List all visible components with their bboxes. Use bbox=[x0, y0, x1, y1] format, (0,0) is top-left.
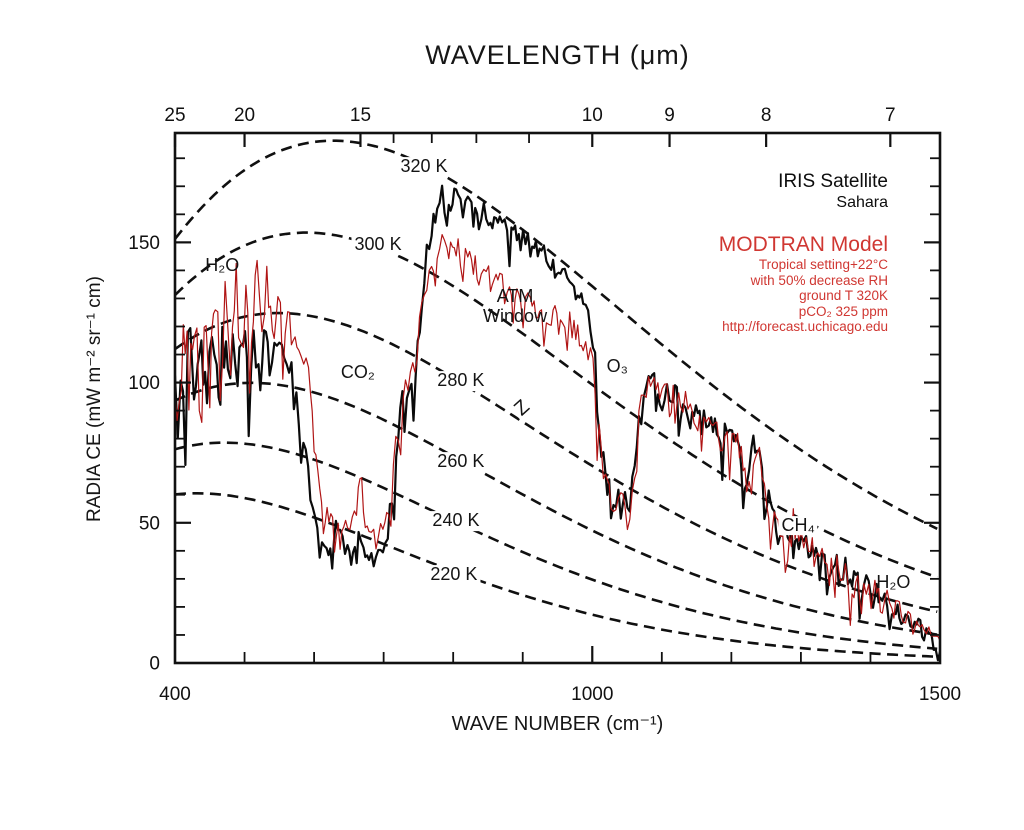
blackbody-280k-label: 280 K bbox=[434, 370, 488, 392]
tick-label: 100 bbox=[128, 373, 160, 394]
legend-iris-title: IRIS Satellite bbox=[778, 171, 888, 192]
tick-label: 9 bbox=[664, 105, 675, 126]
tick-label: 15 bbox=[350, 105, 371, 126]
co2-label: CO₂ bbox=[340, 361, 375, 382]
o3-label: O₃ bbox=[606, 356, 628, 377]
tick-label: 7 bbox=[885, 105, 896, 126]
blackbody-240k-label: 240 K bbox=[429, 511, 483, 532]
legend-modtran-line: with 50% decrease RH bbox=[750, 272, 888, 288]
blackbody-curve-320k bbox=[175, 139, 938, 530]
blackbody-curve-260k bbox=[175, 381, 938, 636]
tick-label: 8 bbox=[761, 105, 772, 126]
tick-label: 50 bbox=[139, 513, 160, 534]
legend-modtran-title: MODTRAN Model bbox=[718, 233, 888, 256]
tick-label: 1000 bbox=[571, 684, 613, 705]
legend-modtran-line: pCO₂ 325 ppm bbox=[798, 303, 888, 319]
legend-block: IRIS Satellite Sahara MODTRAN Model Trop… bbox=[719, 171, 888, 335]
blackbody-220k-label: 220 K bbox=[427, 564, 481, 585]
curves-group bbox=[175, 139, 940, 662]
blackbody-curve-220k bbox=[175, 492, 938, 658]
ch4-label: CH₄ bbox=[778, 515, 818, 536]
blackbody-260k-label: 260 K bbox=[434, 452, 488, 473]
blackbody-curve-240k bbox=[175, 441, 938, 651]
tick-label: 0 bbox=[149, 654, 160, 675]
modtran-spectrum-curve bbox=[175, 234, 940, 641]
tick-label: 400 bbox=[159, 684, 191, 705]
x-axis-label: WAVE NUMBER (cm⁻¹) bbox=[451, 713, 664, 735]
tick-label: 10 bbox=[582, 105, 603, 126]
legend-iris-subtitle: Sahara bbox=[836, 194, 888, 211]
iris-spectrum-curve bbox=[175, 184, 940, 662]
tick-label: 20 bbox=[234, 105, 255, 126]
tick-label: 1500 bbox=[919, 684, 961, 705]
tick-label: 25 bbox=[164, 105, 185, 126]
h2o-right-label: H₂O bbox=[876, 572, 911, 593]
blackbody-curve-280k bbox=[175, 311, 938, 613]
atm-window-label: ATM Window bbox=[483, 286, 548, 326]
blackbody-320k-label: 320 K bbox=[397, 156, 451, 177]
plot-frame bbox=[173, 131, 942, 665]
h2o-left-label: H₂O bbox=[205, 255, 240, 276]
legend-modtran-line: http://forecast.uchicago.edu bbox=[722, 319, 888, 335]
legend-modtran-line: ground T 320K bbox=[799, 288, 888, 304]
y-axis-label: RADIA CE (mW m⁻² sr⁻¹ cm) bbox=[84, 276, 105, 522]
legend-modtran-line: Tropical setting+22°C bbox=[758, 257, 888, 272]
tick-label: 150 bbox=[128, 233, 160, 254]
top-axis-title: WAVELENGTH (μm) bbox=[425, 40, 690, 70]
legend-modtran-details: Tropical setting+22°C with 50% decrease R… bbox=[719, 257, 888, 335]
blackbody-300k-label: 300 K bbox=[351, 234, 405, 256]
